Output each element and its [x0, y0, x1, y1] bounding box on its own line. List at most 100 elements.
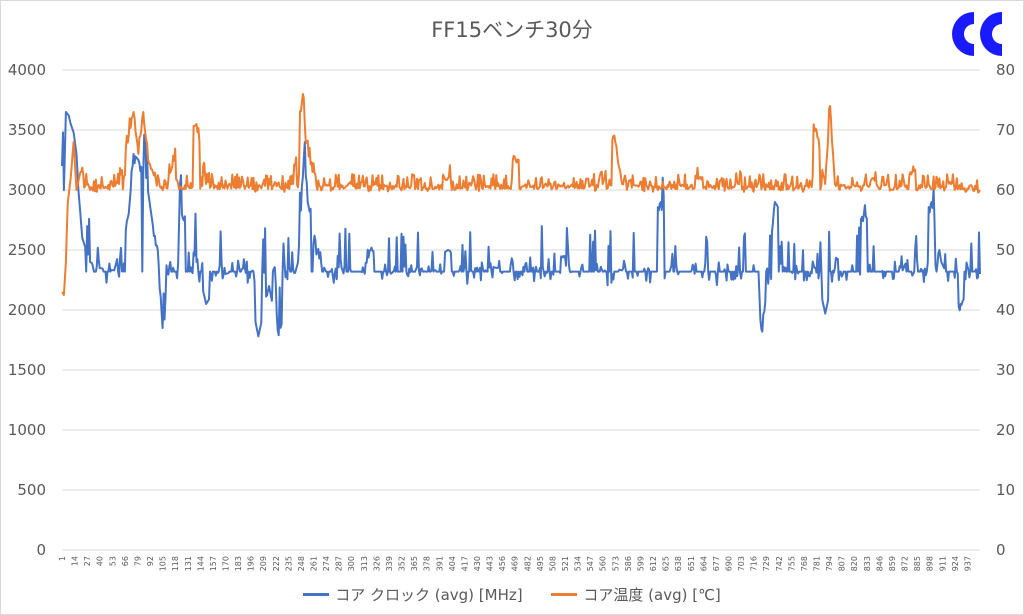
x-tick-label: 534 [574, 556, 583, 571]
x-tick-label: 352 [398, 556, 407, 571]
x-tick-label: 560 [599, 556, 608, 571]
x-tick-label: 859 [888, 556, 897, 571]
y-right-tick-label: 0 [996, 541, 1006, 559]
x-tick-label: 144 [196, 556, 205, 571]
logo-icon [952, 11, 1002, 56]
x-tick-label: 235 [284, 556, 293, 571]
x-tick-label: 326 [372, 556, 381, 571]
x-tick-label: 274 [322, 556, 331, 571]
x-tick-label: 300 [347, 556, 356, 571]
x-tick-label: 625 [662, 556, 671, 571]
x-tick-label: 586 [624, 556, 633, 571]
x-tick-label: 209 [259, 556, 268, 571]
x-tick-label: 183 [234, 556, 243, 571]
x-tick-label: 456 [498, 556, 507, 571]
x-tick-label: 339 [385, 556, 394, 571]
x-tick-label: 924 [951, 556, 960, 571]
x-tick-label: 638 [674, 556, 683, 571]
legend: コア クロック (avg) [MHz] コア温度 (avg) [℃] [0, 582, 1024, 605]
chart-title: FF15ベンチ30分 [431, 18, 593, 42]
y-right-tick-label: 10 [996, 481, 1015, 499]
y-left-tick-label: 500 [17, 481, 46, 499]
x-tick-label: 365 [410, 556, 419, 571]
x-tick-label: 495 [536, 556, 545, 571]
x-tick-label: 612 [649, 556, 658, 571]
y-left-tick-label: 0 [36, 541, 46, 559]
y-right-tick-label: 50 [996, 241, 1015, 259]
x-tick-label: 378 [423, 556, 432, 571]
x-tick-label: 157 [209, 556, 218, 571]
x-tick-label: 781 [813, 556, 822, 571]
legend-label-temperature: コア温度 (avg) [℃] [583, 586, 721, 604]
x-tick-label: 131 [184, 556, 193, 571]
y-right-tick-label: 20 [996, 421, 1015, 439]
legend-label-clock: コア クロック (avg) [MHz] [335, 586, 523, 604]
x-tick-label: 27 [83, 556, 92, 566]
x-tick-label: 222 [272, 556, 281, 571]
x-tick-label: 196 [247, 556, 256, 571]
y-axis-left-ticks: 0 500 1000 1500 2000 2500 3000 3500 4000 [8, 61, 46, 559]
y-right-tick-label: 30 [996, 361, 1015, 379]
x-tick-label: 807 [838, 556, 847, 571]
x-tick-label: 482 [523, 556, 532, 571]
x-tick-label: 417 [460, 556, 469, 571]
series-line-temperature [61, 93, 981, 296]
x-tick-label: 105 [159, 556, 168, 571]
x-tick-label: 261 [310, 556, 319, 571]
x-tick-label: 911 [938, 556, 947, 571]
y-left-tick-label: 1500 [8, 361, 46, 379]
y-left-tick-label: 3500 [8, 121, 46, 139]
x-axis-ticks: 1 14 27 40 53 66 79 92 105 118 131 144 157 170 183 196 2… [58, 556, 972, 571]
x-tick-label: 92 [146, 556, 155, 566]
x-tick-label: 703 [737, 556, 746, 571]
x-tick-label: 469 [511, 556, 520, 571]
x-tick-label: 66 [121, 556, 130, 566]
x-tick-label: 14 [71, 556, 80, 566]
y-right-tick-label: 60 [996, 181, 1015, 199]
y-left-tick-label: 4000 [8, 61, 46, 79]
x-tick-label: 872 [901, 556, 910, 571]
x-tick-label: 248 [297, 556, 306, 571]
x-tick-label: 1 [58, 556, 67, 561]
x-tick-label: 794 [825, 556, 834, 571]
x-tick-label: 664 [699, 556, 708, 571]
x-tick-label: 599 [636, 556, 645, 571]
x-tick-label: 430 [473, 556, 482, 571]
y-left-tick-label: 2500 [8, 241, 46, 259]
x-tick-label: 391 [435, 556, 444, 571]
y-left-tick-label: 1000 [8, 421, 46, 439]
x-tick-label: 716 [750, 556, 759, 571]
x-tick-label: 404 [448, 556, 457, 571]
y-axis-right-ticks: 0 10 20 30 40 50 60 70 80 [996, 61, 1015, 559]
x-tick-label: 287 [335, 556, 344, 571]
y-right-tick-label: 80 [996, 61, 1015, 79]
x-tick-label: 729 [762, 556, 771, 571]
x-tick-label: 313 [360, 556, 369, 571]
x-tick-label: 677 [712, 556, 721, 571]
x-tick-label: 768 [800, 556, 809, 571]
series-lines [61, 93, 981, 338]
x-tick-label: 690 [724, 556, 733, 571]
legend-item-temperature: コア温度 (avg) [℃] [551, 584, 721, 605]
y-left-tick-label: 2000 [8, 301, 46, 319]
x-tick-label: 40 [96, 556, 105, 566]
x-tick-label: 755 [787, 556, 796, 571]
x-tick-label: 833 [863, 556, 872, 571]
y-left-tick-label: 3000 [8, 181, 46, 199]
legend-item-clock: コア クロック (avg) [MHz] [303, 584, 523, 605]
x-tick-label: 742 [775, 556, 784, 571]
x-tick-label: 443 [486, 556, 495, 571]
legend-swatch-clock [303, 593, 330, 596]
x-tick-label: 521 [561, 556, 570, 571]
x-tick-label: 651 [687, 556, 696, 571]
x-tick-label: 79 [133, 556, 142, 566]
x-tick-label: 508 [548, 556, 557, 571]
x-tick-label: 53 [108, 556, 117, 566]
x-tick-label: 118 [171, 556, 180, 571]
x-tick-label: 547 [586, 556, 595, 571]
y-right-tick-label: 70 [996, 121, 1015, 139]
x-tick-label: 898 [926, 556, 935, 571]
x-tick-label: 885 [913, 556, 922, 571]
